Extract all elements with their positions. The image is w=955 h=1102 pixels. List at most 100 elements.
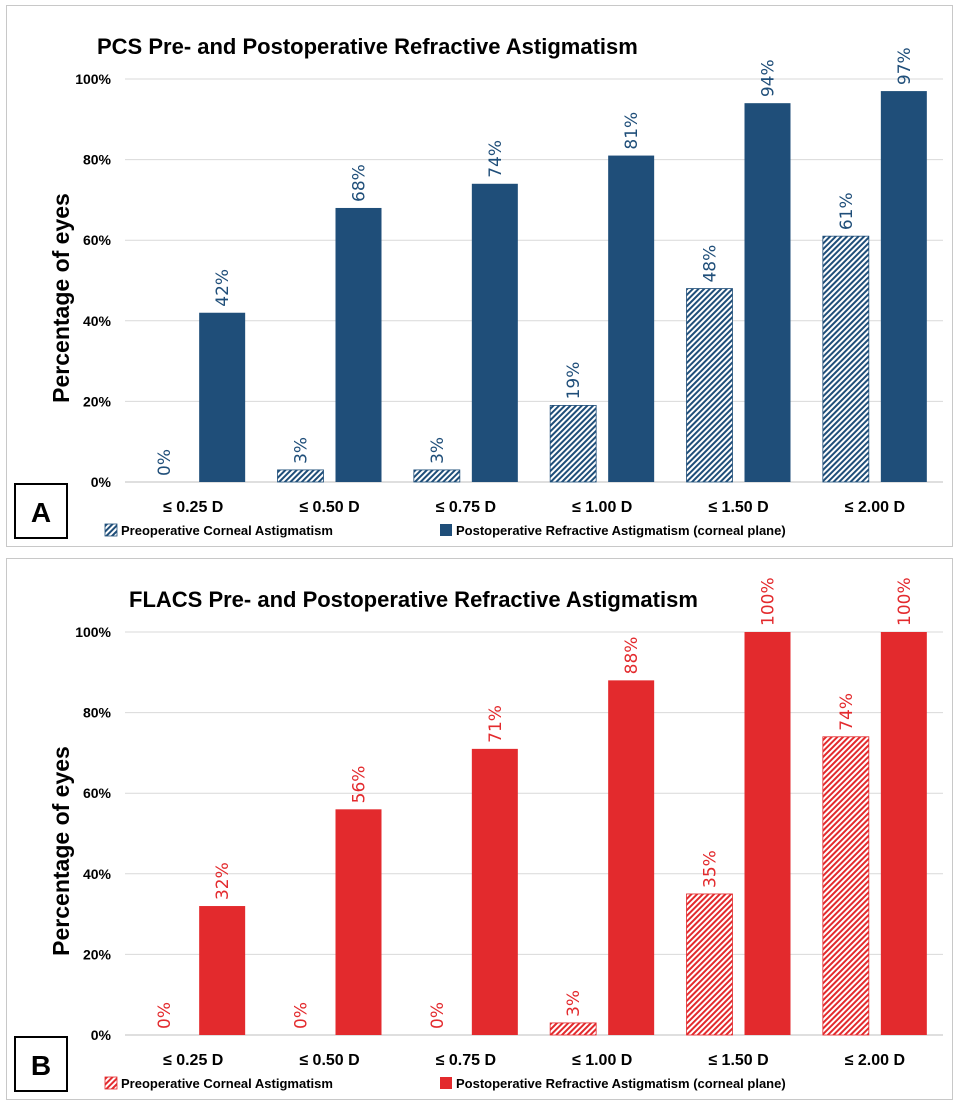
bar-postoperative <box>608 155 655 482</box>
x-tick-label: ≤ 0.50 D <box>299 499 359 516</box>
grid-lines <box>125 631 943 1036</box>
x-tick-label: ≤ 1.50 D <box>708 1052 768 1069</box>
bar-preoperative <box>686 893 733 1036</box>
x-tick-label: ≤ 0.50 D <box>299 1052 359 1069</box>
y-axis-label: Percentage of eyes <box>48 193 74 403</box>
bar-postoperative <box>471 748 518 1035</box>
data-label: 68% <box>350 164 370 202</box>
data-label: 0% <box>155 449 175 476</box>
y-tick-label: 60% <box>83 785 112 801</box>
data-label: 0% <box>292 1002 312 1029</box>
data-label: 81% <box>622 112 642 150</box>
y-tick-label: 40% <box>83 313 112 329</box>
y-tick-label: 60% <box>83 232 112 248</box>
bar-preoperative <box>277 469 324 483</box>
bar-preoperative <box>549 405 597 483</box>
y-tick-label: 80% <box>83 705 112 721</box>
y-tick-label: 0% <box>91 474 112 490</box>
y-tick-label: 80% <box>83 152 112 168</box>
bar-postoperative <box>199 312 246 482</box>
bar-preoperative <box>822 736 870 1036</box>
x-tick-label: ≤ 1.50 D <box>708 499 768 516</box>
y-tick-label: 100% <box>75 71 111 87</box>
y-tick-labels: 0% 20% 40% 60% 80% 100% <box>75 624 111 1043</box>
data-label: 42% <box>213 269 233 307</box>
data-label: 88% <box>622 637 642 675</box>
legend-label-preoperative: Preoperative Corneal Astigmatism <box>121 523 333 538</box>
data-label: 48% <box>701 245 721 283</box>
bar-preoperative <box>549 1022 597 1036</box>
bar-postoperative <box>744 103 791 483</box>
chart-panel-a: PCS Pre- and Postoperative Refractive As… <box>6 5 953 547</box>
data-label: 100% <box>895 577 915 626</box>
legend-swatch-postoperative <box>440 1077 452 1089</box>
bar-preoperative <box>822 235 870 483</box>
legend: Preoperative Corneal Astigmatism Postope… <box>104 523 786 538</box>
data-label: 3% <box>564 990 584 1017</box>
x-tick-label: ≤ 2.00 D <box>845 499 905 516</box>
bar-preoperative <box>413 469 461 483</box>
data-label: 0% <box>155 1002 175 1029</box>
legend-label-postoperative: Postoperative Refractive Astigmatism (co… <box>456 523 786 538</box>
bar-postoperative <box>880 91 927 482</box>
y-tick-labels: 0% 20% 40% 60% 80% 100% <box>75 71 111 490</box>
data-label: 94% <box>759 59 779 97</box>
bar-postoperative <box>744 632 791 1035</box>
x-tick-labels: ≤ 0.25 D ≤ 0.50 D ≤ 0.75 D ≤ 1.00 D ≤ 1.50 D… <box>163 1052 905 1069</box>
legend-swatch-preoperative <box>104 1076 118 1090</box>
bar-preoperative <box>686 288 733 483</box>
x-tick-label: ≤ 1.00 D <box>572 1052 632 1069</box>
legend-label-postoperative: Postoperative Refractive Astigmatism (co… <box>456 1076 786 1091</box>
bars <box>199 91 927 483</box>
bar-postoperative <box>335 809 382 1035</box>
x-tick-label: ≤ 0.75 D <box>436 499 496 516</box>
bar-postoperative <box>608 680 655 1035</box>
panel-label-box: A <box>14 483 68 539</box>
grid-lines <box>125 78 943 483</box>
panel-label-frame <box>14 1036 68 1092</box>
y-tick-label: 0% <box>91 1027 112 1043</box>
x-tick-label: ≤ 2.00 D <box>845 1052 905 1069</box>
chart-svg-b: FLACS Pre- and Postoperative Refractive … <box>14 577 943 1092</box>
data-label: 32% <box>213 862 233 900</box>
data-labels: 0% 32% 0% 56% 0% 71% 3% 88% 35% 100% 74% 100% <box>155 577 915 1029</box>
legend-swatch-postoperative <box>440 524 452 536</box>
data-label: 56% <box>350 766 370 804</box>
legend-label-preoperative: Preoperative Corneal Astigmatism <box>121 1076 333 1091</box>
data-label: 0% <box>428 1002 448 1029</box>
legend-swatch-preoperative <box>104 523 118 537</box>
x-tick-label: ≤ 0.25 D <box>163 499 223 516</box>
chart-panel-b: FLACS Pre- and Postoperative Refractive … <box>6 558 953 1100</box>
x-tick-labels: ≤ 0.25 D ≤ 0.50 D ≤ 0.75 D ≤ 1.00 D ≤ 1.50 D… <box>163 499 905 516</box>
panel-label: A <box>31 497 51 528</box>
chart-svg-a: PCS Pre- and Postoperative Refractive As… <box>14 34 943 539</box>
panel-label-frame <box>14 483 68 539</box>
data-label: 35% <box>701 850 721 888</box>
y-tick-label: 20% <box>83 946 112 962</box>
x-tick-label: ≤ 0.25 D <box>163 1052 223 1069</box>
data-label: 74% <box>486 140 506 178</box>
y-tick-label: 20% <box>83 393 112 409</box>
bar-postoperative <box>199 906 246 1035</box>
x-tick-label: ≤ 0.75 D <box>436 1052 496 1069</box>
data-label: 3% <box>292 437 312 464</box>
chart-title: FLACS Pre- and Postoperative Refractive … <box>129 587 698 612</box>
data-label: 97% <box>895 47 915 85</box>
bar-postoperative <box>335 207 382 482</box>
panel-label: B <box>31 1050 51 1081</box>
y-axis-label: Percentage of eyes <box>48 746 74 956</box>
x-tick-label: ≤ 1.00 D <box>572 499 632 516</box>
data-label: 19% <box>564 362 584 400</box>
data-label: 71% <box>486 705 506 743</box>
panel-label-box: B <box>14 1036 68 1092</box>
bar-postoperative <box>471 183 518 482</box>
data-label: 3% <box>428 437 448 464</box>
data-label: 100% <box>759 577 779 626</box>
data-label: 61% <box>837 192 857 230</box>
data-label: 74% <box>837 693 857 731</box>
y-tick-label: 100% <box>75 624 111 640</box>
data-labels: 0% 42% 3% 68% 3% 74% 19% 81% 48% 94% 61% 97% <box>155 47 915 476</box>
bar-postoperative <box>880 632 927 1035</box>
y-tick-label: 40% <box>83 866 112 882</box>
legend: Preoperative Corneal Astigmatism Postope… <box>104 1076 786 1091</box>
